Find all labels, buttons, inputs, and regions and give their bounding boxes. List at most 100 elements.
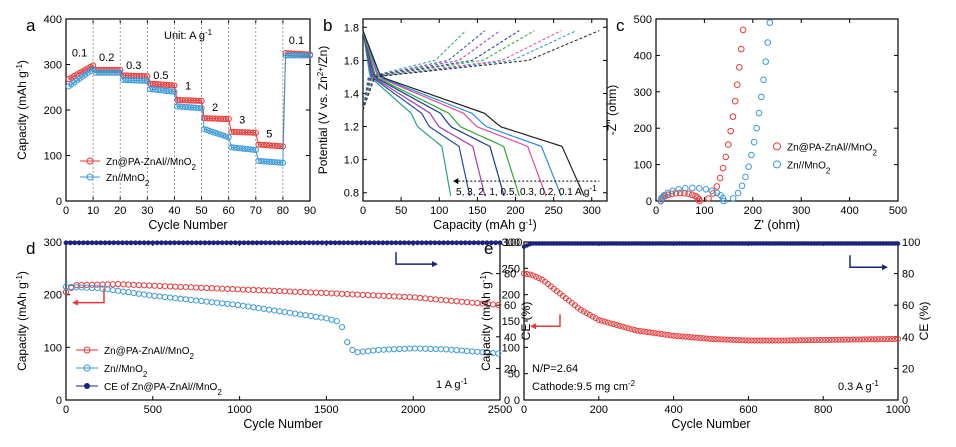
data-point (141, 282, 148, 289)
data-point (120, 281, 127, 288)
data-point (814, 337, 821, 344)
x-tick-label: 40 (168, 205, 180, 217)
ce-point (432, 240, 438, 246)
data-point (151, 282, 158, 289)
data-point (853, 336, 860, 343)
y-tick-label: 50 (508, 369, 520, 381)
data-point (391, 346, 398, 353)
data-point (195, 104, 202, 112)
data-point (737, 45, 745, 53)
x-tick-label: 90 (304, 205, 316, 217)
data-point (675, 185, 682, 193)
data-point (120, 288, 127, 295)
data-point (225, 116, 232, 123)
data-point (661, 331, 668, 338)
ce-point (441, 240, 446, 246)
y-tick-label: 1.2 (344, 122, 359, 134)
data-point (586, 311, 593, 318)
data-point (135, 281, 143, 289)
ce-point (363, 240, 368, 246)
ce-point (310, 240, 316, 246)
data-point (318, 289, 325, 296)
x-axis-title: Cycle Number (243, 417, 322, 431)
data-point (631, 327, 638, 334)
ce-point (224, 240, 229, 246)
data-point (673, 332, 680, 339)
y-tick-label: 400 (634, 50, 652, 62)
ce-point (85, 240, 91, 246)
ce-point (367, 240, 373, 246)
data-point (748, 151, 755, 159)
data-point (731, 97, 739, 105)
data-point (187, 284, 195, 291)
data-point (380, 346, 387, 353)
x-tick-label: 300 (583, 205, 601, 217)
ce-point (895, 241, 901, 246)
rate-label: 0.1 (289, 35, 304, 47)
data-point (198, 105, 205, 112)
rate-label: 0.5 (153, 70, 168, 82)
data-point (249, 129, 257, 136)
x-tick-label: 100 (430, 205, 448, 217)
data-point (364, 292, 372, 299)
data-point (144, 77, 151, 84)
y-tick-label: 250 (502, 263, 520, 275)
x-tick-label: 500 (144, 404, 162, 416)
rate-label: 5 (266, 128, 272, 140)
data-point (266, 287, 273, 294)
data-point (719, 164, 727, 172)
data-point (177, 295, 184, 302)
x-tick-label: 200 (590, 404, 608, 416)
data-point (141, 73, 148, 80)
data-point (385, 346, 392, 353)
ce-point (328, 240, 334, 246)
data-point (793, 337, 800, 344)
right-axis-arrow (395, 252, 434, 265)
data-point (883, 336, 890, 343)
y-tick-label: 0 (514, 395, 520, 407)
data-point (844, 336, 851, 343)
data-point (281, 308, 288, 316)
data-point (667, 332, 674, 339)
y-tick-label: 0.8 (344, 188, 359, 200)
data-point (691, 334, 698, 341)
data-point (209, 128, 216, 135)
data-point (610, 321, 617, 328)
legend-marker (773, 142, 781, 151)
data-point (448, 297, 455, 304)
data-point (742, 337, 749, 344)
x-tick-label: 150 (468, 205, 486, 217)
data-point (172, 283, 179, 290)
x-tick-label: 0 (63, 404, 69, 416)
data-point (312, 313, 320, 320)
y2-tick-label: 20 (902, 363, 914, 375)
ce-point (237, 240, 243, 246)
data-point (203, 126, 211, 134)
ce-point (415, 240, 420, 246)
ce-point (284, 240, 290, 246)
data-point (255, 304, 262, 312)
data-point (521, 270, 527, 277)
data-point (495, 350, 502, 357)
ce-point (341, 240, 347, 246)
data-point (156, 282, 163, 290)
x-axis-title: Cycle Number (148, 218, 227, 232)
data-point (203, 284, 210, 292)
data-point (114, 281, 122, 288)
arrow-head (432, 261, 438, 268)
data-point (370, 347, 377, 354)
x-tick-label: 300 (792, 205, 810, 217)
data-point (364, 347, 372, 355)
data-point (104, 281, 111, 288)
data-point (716, 174, 724, 182)
data-point (354, 291, 361, 298)
ce-point (185, 240, 190, 246)
ce-point (371, 240, 377, 246)
data-point (114, 287, 122, 294)
panel-c: 0 100 200 300 400 500 0 100 200 300 400 500 c Z' (ohm… (605, 14, 907, 232)
data-point (739, 26, 747, 34)
data-point (109, 286, 116, 294)
data-point (193, 284, 200, 291)
data-point (292, 310, 299, 317)
ce-point (354, 240, 360, 246)
